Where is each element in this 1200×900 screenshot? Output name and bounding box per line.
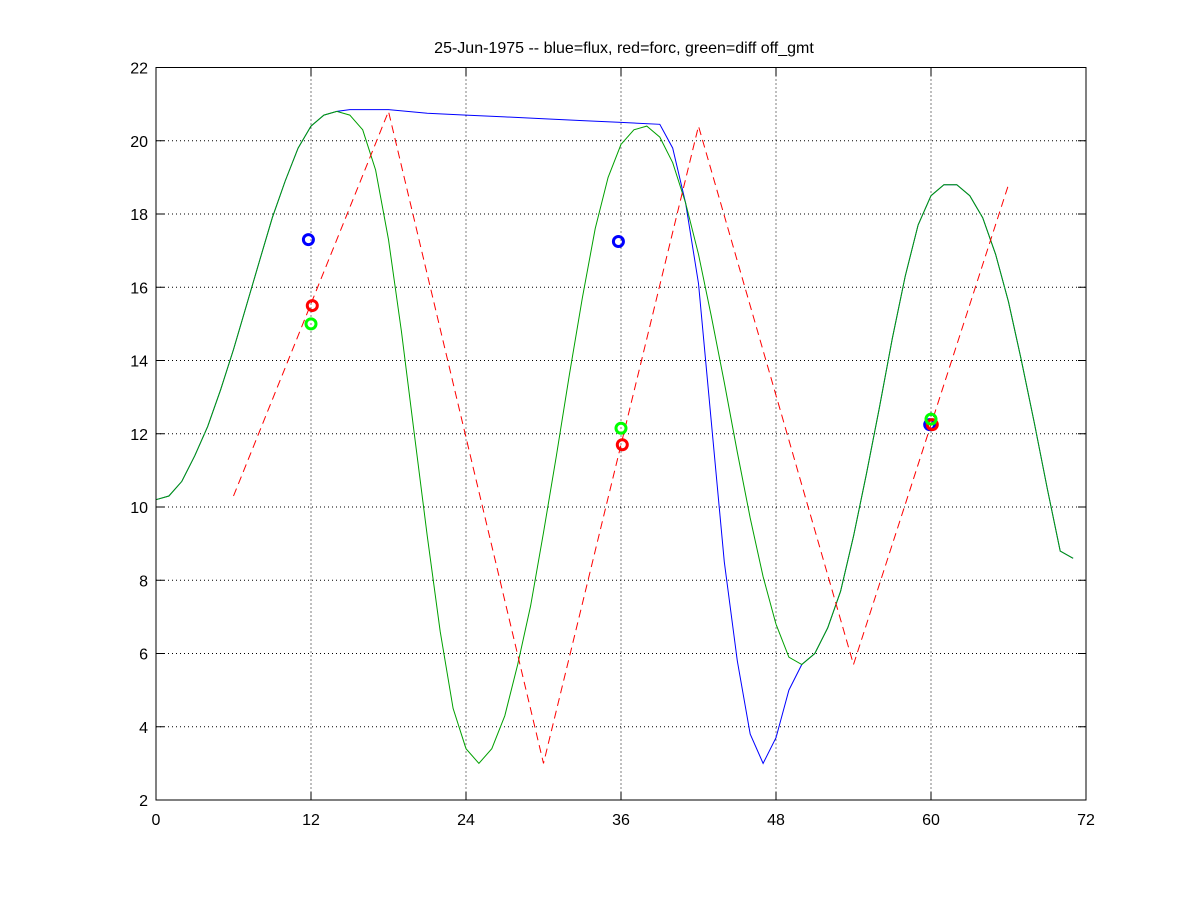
series-line-red <box>233 109 1009 764</box>
chart-title: 25-Jun-1975 -- blue=flux, red=forc, gree… <box>434 40 814 57</box>
marker-red <box>615 438 629 452</box>
marker-red <box>305 299 319 313</box>
y-tick-label: 6 <box>139 647 148 664</box>
data-markers <box>301 233 939 452</box>
series-line-blue <box>155 109 1074 765</box>
x-tick-label: 48 <box>767 812 785 829</box>
marker-red <box>925 418 939 432</box>
series-line-green <box>155 110 1074 765</box>
x-tick-label: 36 <box>612 812 630 829</box>
x-tick-label: 12 <box>302 812 320 829</box>
marker-blue <box>611 234 625 248</box>
marker-green_marker <box>924 412 938 426</box>
y-tick-label: 20 <box>130 134 148 151</box>
marker-green_marker <box>614 421 628 435</box>
x-tick-label: 0 <box>152 812 161 829</box>
y-tick-label: 12 <box>130 427 148 444</box>
y-tick-label: 18 <box>130 207 148 224</box>
y-tick-label: 16 <box>130 280 148 297</box>
y-tick-label: 2 <box>139 793 148 810</box>
y-tick-label: 10 <box>130 500 148 517</box>
y-tick-label: 8 <box>139 573 148 590</box>
y-tick-label: 22 <box>130 61 148 78</box>
y-tick-label: 14 <box>130 354 148 371</box>
marker-green_marker <box>304 317 318 331</box>
x-tick-label: 60 <box>922 812 940 829</box>
y-tick-label: 4 <box>139 720 148 737</box>
x-tick-label: 72 <box>1077 812 1095 829</box>
series-lines <box>155 109 1074 765</box>
marker-blue <box>301 233 315 247</box>
x-tick-label: 24 <box>457 812 475 829</box>
